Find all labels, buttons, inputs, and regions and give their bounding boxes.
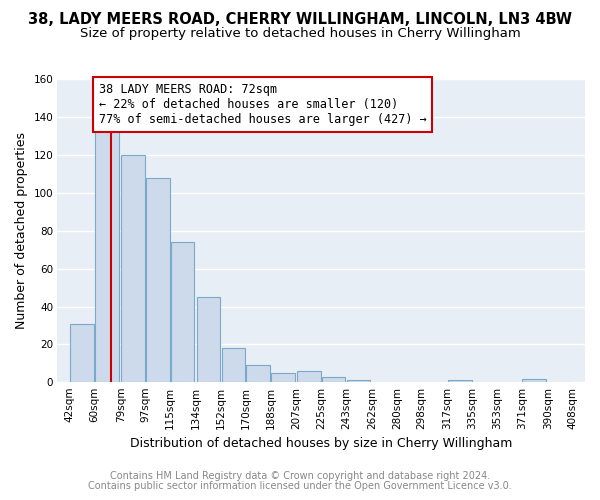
- Text: Contains public sector information licensed under the Open Government Licence v3: Contains public sector information licen…: [88, 481, 512, 491]
- Bar: [322, 376, 346, 382]
- Bar: [146, 178, 170, 382]
- Bar: [70, 324, 94, 382]
- Y-axis label: Number of detached properties: Number of detached properties: [15, 132, 28, 329]
- X-axis label: Distribution of detached houses by size in Cherry Willingham: Distribution of detached houses by size …: [130, 437, 512, 450]
- Bar: [95, 130, 119, 382]
- Bar: [523, 378, 546, 382]
- Bar: [221, 348, 245, 382]
- Bar: [170, 242, 194, 382]
- Text: Size of property relative to detached houses in Cherry Willingham: Size of property relative to detached ho…: [80, 28, 520, 40]
- Bar: [297, 371, 320, 382]
- Bar: [448, 380, 472, 382]
- Text: Contains HM Land Registry data © Crown copyright and database right 2024.: Contains HM Land Registry data © Crown c…: [110, 471, 490, 481]
- Text: 38, LADY MEERS ROAD, CHERRY WILLINGHAM, LINCOLN, LN3 4BW: 38, LADY MEERS ROAD, CHERRY WILLINGHAM, …: [28, 12, 572, 28]
- Text: 38 LADY MEERS ROAD: 72sqm
← 22% of detached houses are smaller (120)
77% of semi: 38 LADY MEERS ROAD: 72sqm ← 22% of detac…: [98, 83, 427, 126]
- Bar: [197, 297, 220, 382]
- Bar: [246, 366, 270, 382]
- Bar: [121, 155, 145, 382]
- Bar: [271, 373, 295, 382]
- Bar: [347, 380, 370, 382]
